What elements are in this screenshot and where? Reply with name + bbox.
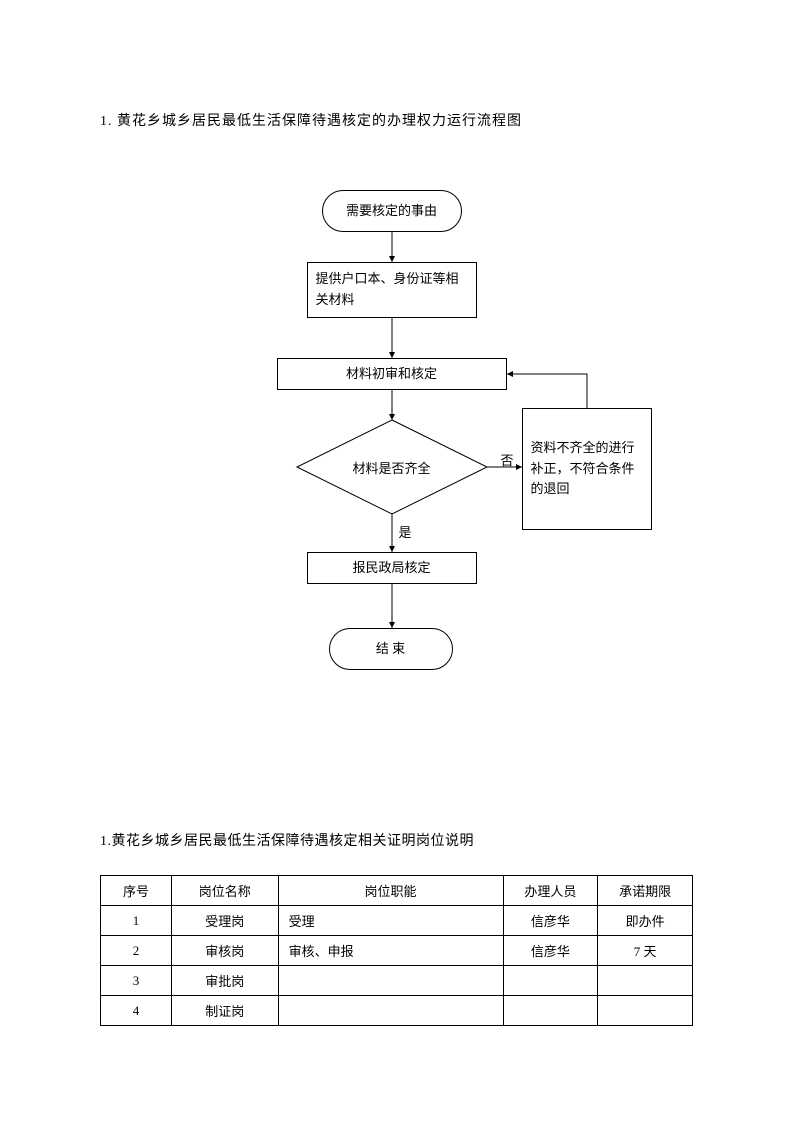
table-row: 3审批岗 bbox=[101, 966, 693, 996]
flow-node-report: 报民政局核定 bbox=[307, 552, 477, 584]
table-cell: 信彦华 bbox=[503, 936, 598, 966]
table-cell: 审批岗 bbox=[172, 966, 279, 996]
table-header-cell: 岗位职能 bbox=[278, 876, 503, 906]
flow-node-end: 结 束 bbox=[329, 628, 453, 670]
table-header-cell: 岗位名称 bbox=[172, 876, 279, 906]
table-header-cell: 办理人员 bbox=[503, 876, 598, 906]
flow-edge-label-yes: 是 bbox=[399, 522, 412, 541]
flow-node-start: 需要核定的事由 bbox=[322, 190, 462, 232]
table-cell: 信彦华 bbox=[503, 906, 598, 936]
flow-edge-label-no: 否 bbox=[501, 450, 514, 469]
flowchart: 需要核定的事由提供户口本、身份证等相关材料材料初审和核定材料是否齐全资料不齐全的… bbox=[167, 190, 627, 760]
table-cell: 3 bbox=[101, 966, 172, 996]
table-cell bbox=[278, 966, 503, 996]
table-header-cell: 承诺期限 bbox=[598, 876, 693, 906]
flow-node-reject: 资料不齐全的进行补正，不符合条件的退回 bbox=[522, 408, 652, 530]
table-cell: 制证岗 bbox=[172, 996, 279, 1026]
table-cell bbox=[503, 996, 598, 1026]
flow-node-review: 材料初审和核定 bbox=[277, 358, 507, 390]
table-header-row: 序号岗位名称岗位职能办理人员承诺期限 bbox=[101, 876, 693, 906]
flow-edge-4 bbox=[507, 374, 587, 408]
page-title-2: 1.黄花乡城乡居民最低生活保障待遇核定相关证明岗位说明 bbox=[100, 830, 693, 850]
table-cell: 1 bbox=[101, 906, 172, 936]
table-row: 4制证岗 bbox=[101, 996, 693, 1026]
flow-node-label-decision: 材料是否齐全 bbox=[297, 458, 487, 477]
table-cell bbox=[278, 996, 503, 1026]
table-cell: 受理 bbox=[278, 906, 503, 936]
table-cell: 4 bbox=[101, 996, 172, 1026]
positions-table: 序号岗位名称岗位职能办理人员承诺期限 1受理岗受理信彦华即办件2审核岗审核、申报… bbox=[100, 875, 693, 1026]
table-cell: 审核、申报 bbox=[278, 936, 503, 966]
flow-node-input: 提供户口本、身份证等相关材料 bbox=[307, 262, 477, 318]
table-cell: 受理岗 bbox=[172, 906, 279, 936]
table-cell bbox=[598, 996, 693, 1026]
table-cell: 审核岗 bbox=[172, 936, 279, 966]
page-title-1: 1. 黄花乡城乡居民最低生活保障待遇核定的办理权力运行流程图 bbox=[100, 110, 693, 130]
table-row: 2审核岗审核、申报信彦华7 天 bbox=[101, 936, 693, 966]
table-cell: 即办件 bbox=[598, 906, 693, 936]
table-cell bbox=[503, 966, 598, 996]
table-row: 1受理岗受理信彦华即办件 bbox=[101, 906, 693, 936]
table-cell bbox=[598, 966, 693, 996]
table-header-cell: 序号 bbox=[101, 876, 172, 906]
table-cell: 7 天 bbox=[598, 936, 693, 966]
table-cell: 2 bbox=[101, 936, 172, 966]
